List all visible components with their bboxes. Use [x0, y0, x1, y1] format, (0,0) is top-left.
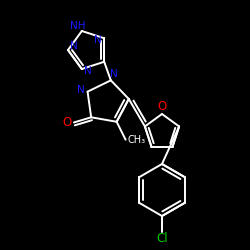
Text: N: N [70, 41, 78, 51]
Text: N: N [110, 69, 118, 79]
Text: O: O [62, 116, 72, 129]
Text: N: N [84, 66, 92, 76]
Text: NH: NH [70, 21, 86, 31]
Text: CH₃: CH₃ [128, 135, 146, 145]
Text: O: O [158, 100, 166, 114]
Text: Cl: Cl [156, 232, 168, 245]
Text: N: N [77, 85, 84, 95]
Text: N: N [94, 35, 102, 45]
